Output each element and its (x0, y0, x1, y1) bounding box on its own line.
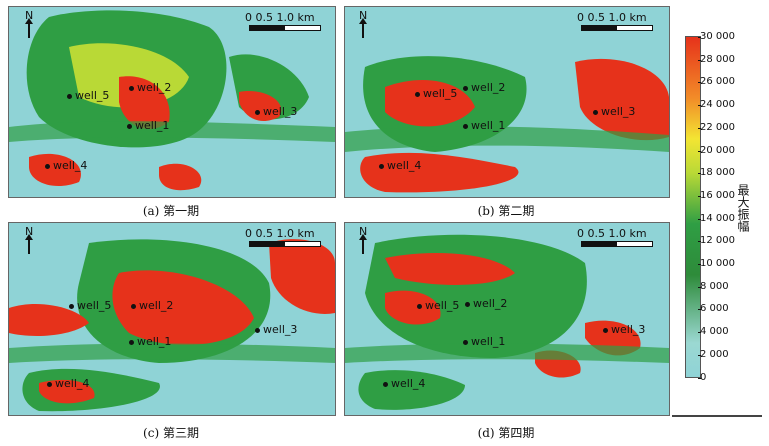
amplitude-shapes-a (9, 10, 335, 191)
well-marker-4: well_4 (383, 377, 425, 390)
amplitude-shapes-b (345, 56, 669, 193)
north-arrow-a: N (25, 9, 33, 38)
colorbar-tick-label: 28 000 (698, 53, 735, 65)
well-marker-5: well_5 (67, 89, 109, 102)
colorbar-title: 最大振幅 (736, 184, 750, 232)
well-marker-1: well_1 (129, 335, 171, 348)
well-marker-3: well_3 (255, 323, 297, 336)
well-marker-3: well_3 (603, 323, 645, 336)
amplitude-map-b: N 0 0.5 1.0 km well_5 well_2 well_1 well… (344, 6, 670, 198)
colorbar-tick-label: 26 000 (698, 76, 735, 88)
caption-a: (a) 第一期 (142, 204, 200, 218)
well-marker-5: well_5 (417, 299, 459, 312)
colorbar-tick-label: 4 000 (698, 326, 729, 338)
amplitude-shapes-c (9, 239, 335, 412)
colorbar-tick-label: 16 000 (698, 189, 735, 201)
well-marker-1: well_1 (463, 335, 505, 348)
north-arrow-c: N (25, 225, 33, 254)
well-marker-5: well_5 (415, 87, 457, 100)
amplitude-shapes-d (345, 234, 669, 410)
colorbar-tick-label: 6 000 (698, 303, 729, 315)
scale-bar-d: 0 0.5 1.0 km (577, 227, 653, 247)
colorbar-tick-label: 12 000 (698, 235, 735, 247)
caption-d: (d) 第四期 (477, 426, 535, 440)
scale-bar-a: 0 0.5 1.0 km (245, 11, 321, 31)
scale-bar-b: 0 0.5 1.0 km (577, 11, 653, 31)
colorbar-tick-label: 20 000 (698, 144, 735, 156)
colorbar-tick-label: 22 000 (698, 121, 735, 133)
colorbar (685, 36, 701, 378)
well-marker-2: well_2 (463, 81, 505, 94)
caption-b: (b) 第二期 (477, 204, 535, 218)
well-marker-5: well_5 (69, 299, 111, 312)
scale-bar-c: 0 0.5 1.0 km (245, 227, 321, 247)
colorbar-tick-label: 10 000 (698, 258, 735, 269)
well-marker-2: well_2 (465, 297, 507, 310)
well-marker-2: well_2 (129, 81, 171, 94)
colorbar-tick-label: 0 (697, 371, 707, 383)
colorbar-tick-label: 30 000 (698, 31, 735, 42)
amplitude-map-a: N 0 0.5 1.0 km well_5 well_2 well_1 well… (8, 6, 336, 198)
amplitude-map-c: N 0 0.5 1.0 km well_5 well_2 well_1 well… (8, 222, 336, 416)
colorbar-tick-label: 2 000 (698, 348, 729, 360)
well-marker-3: well_3 (593, 105, 635, 118)
well-marker-1: well_1 (463, 119, 505, 132)
well-marker-2: well_2 (131, 299, 173, 312)
well-marker-4: well_4 (47, 377, 89, 390)
well-marker-3: well_3 (255, 105, 297, 118)
caption-c: (c) 第三期 (143, 426, 199, 440)
colorbar-tick-label: 24 000 (698, 99, 735, 111)
well-marker-4: well_4 (379, 159, 421, 172)
divider-line (672, 415, 762, 417)
colorbar-tick-label: 14 000 (698, 212, 735, 224)
well-marker-4: well_4 (45, 159, 87, 172)
colorbar-tick-label: 18 000 (698, 167, 735, 179)
well-marker-1: well_1 (127, 119, 169, 132)
colorbar-tick-label: 8 000 (698, 280, 729, 292)
amplitude-map-d: N 0 0.5 1.0 km well_5 well_2 well_1 well… (344, 222, 670, 416)
north-arrow-d: N (359, 225, 367, 254)
north-arrow-b: N (359, 9, 367, 38)
